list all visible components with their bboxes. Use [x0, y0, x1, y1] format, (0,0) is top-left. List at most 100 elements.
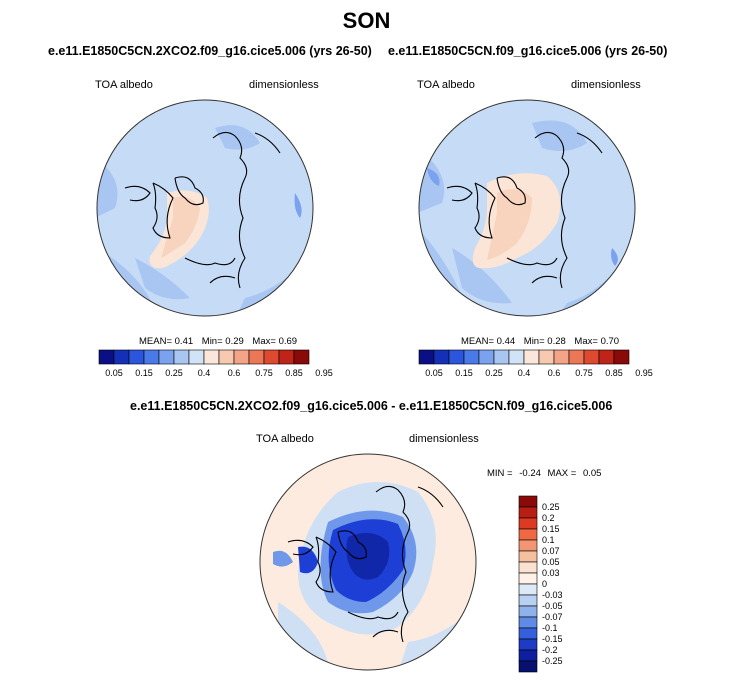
- panel1-title: e.e11.E1850C5CN.2XCO2.f09_g16.cice5.006 …: [48, 44, 372, 58]
- panel2-coastlines: [446, 131, 603, 289]
- diff-colorbar-tick-label: 0.25: [542, 502, 560, 512]
- diff-panel-title: e.e11.E1850C5CN.2XCO2.f09_g16.cice5.006 …: [130, 399, 613, 413]
- diff-dark-blue-patch: [298, 546, 318, 574]
- panel1-mean-value: 0.41: [174, 336, 194, 347]
- diff-min-value: -0.24: [519, 468, 541, 479]
- panel2-colorbar-segment: [508, 349, 525, 365]
- panel1-colorbar-tick-label: 0.85: [285, 368, 303, 378]
- diff-colorbar-tick-label: 0.07: [542, 546, 560, 556]
- diff-colorbar-tick-label: 0.05: [542, 557, 560, 567]
- panel1-map-border: [96, 99, 314, 317]
- panel2-colorbar-segment: [463, 349, 480, 365]
- panel2-sea-ice-core: [487, 189, 532, 260]
- diff-colorbar-tick-label: 0.1: [542, 535, 555, 545]
- panel2-colorbar-segment: [433, 349, 450, 365]
- panel1-colorbar-segment: [263, 349, 280, 365]
- panel1-colorbar-tick-label: 0.15: [135, 368, 153, 378]
- panel2-colorbar: 0.05 0.15 0.25 0.4 0.6 0.75 0.85 0.95: [418, 349, 653, 378]
- panel1-max-label: Max=: [252, 336, 276, 347]
- panel1-variable-label: TOA albedo: [95, 79, 153, 91]
- panel2-colorbar-segment: [583, 349, 600, 365]
- diff-min-label: MIN =: [487, 468, 513, 479]
- diff-colorbar-segment: [518, 506, 538, 519]
- diff-panel-variable-label: TOA albedo: [256, 433, 314, 445]
- diff-colorbar-tick-label: 0.2: [542, 513, 555, 523]
- panel2-polar-map: [418, 99, 636, 317]
- panel1-colorbar-tick-label: 0.75: [255, 368, 273, 378]
- panel1-colorbar-segment: [278, 349, 295, 365]
- diff-colorbar-segment: [518, 583, 538, 596]
- panel2-max-value: 0.70: [600, 336, 620, 347]
- panel2-ocean-patch: [452, 120, 587, 304]
- panel2-colorbar-tick-label: 0.05: [425, 368, 443, 378]
- panel2-units-label: dimensionless: [571, 79, 641, 91]
- season-title: SON: [342, 8, 391, 33]
- diff-polar-map: [259, 453, 477, 671]
- panel1-min-value: 0.29: [225, 336, 244, 347]
- diff-colorbar-tick-label: -0.1: [542, 623, 558, 633]
- panel1-colorbar: 0.05 0.15 0.25 0.4 0.6 0.75 0.85 0.95: [98, 349, 333, 378]
- diff-colorbar-tick-label: 0: [542, 579, 547, 589]
- panel2-colorbar-tick-label: 0.25: [485, 368, 503, 378]
- panel2-colorbar-tick-label: 0.85: [605, 368, 623, 378]
- panel1-colorbar-segment: [233, 349, 250, 365]
- diff-colorbar-segment: [518, 495, 538, 508]
- diff-colorbar-segment: [518, 539, 538, 552]
- panel2-colorbar-segment: [493, 349, 510, 365]
- panel1-colorbar-segment: [113, 349, 130, 365]
- panel1-units-label: dimensionless: [249, 79, 319, 91]
- diff-colorbar-segment: [518, 605, 538, 618]
- diff-max-value: 0.05: [582, 468, 602, 479]
- panel1-colorbar-segment: [218, 349, 235, 365]
- panel2-mean-label: MEAN=: [461, 336, 494, 347]
- panel2-colorbar-segment: [448, 349, 465, 365]
- panel2-variable-label: TOA albedo: [417, 79, 475, 91]
- panel2-colorbar-segment: [418, 349, 435, 365]
- panel1-colorbar-tick-label: 0.05: [105, 368, 123, 378]
- diff-max-label: MAX =: [547, 468, 577, 479]
- panel1-ocean-dark-patch: [294, 193, 302, 218]
- panel1-colorbar-segment: [248, 349, 265, 365]
- diff-panel-units-label: dimensionless: [409, 433, 479, 445]
- diff-colorbar-segment: [518, 528, 538, 541]
- diff-colorbar-segment: [518, 572, 538, 585]
- panel2-colorbar-tick-label: 0.6: [548, 368, 561, 378]
- panel1-polar-map: [96, 99, 314, 317]
- panel2-colorbar-tick-label: 0.4: [518, 368, 531, 378]
- panel2-colorbar-segment: [478, 349, 495, 365]
- diff-colorbar-segment: [518, 649, 538, 662]
- diff-panel-minmax: MIN = -0.24 MAX = 0.05: [487, 468, 601, 479]
- panel2-colorbar-tick-label: 0.75: [575, 368, 593, 378]
- panel2-colorbar-tick-label: 0.95: [635, 368, 653, 378]
- panel1-ocean-patch: [135, 125, 260, 300]
- panel2-colorbar-segment: [553, 349, 570, 365]
- panel2-colorbar-segment: [598, 349, 615, 365]
- panel2-map-border: [418, 99, 636, 317]
- diff-colorbar: 0.250.20.150.10.070.050.030-0.03-0.05-0.…: [518, 495, 563, 673]
- panel1-colorbar-segment: [188, 349, 205, 365]
- diff-colorbar-tick-label: 0.15: [542, 524, 560, 534]
- panel2-min-label: Min=: [523, 336, 545, 347]
- diff-colorbar-segment: [518, 550, 538, 563]
- diff-map-border: [259, 453, 477, 671]
- panel2-colorbar-segment: [538, 349, 555, 365]
- diff-colorbar-segment: [518, 594, 538, 607]
- diff-colorbar-tick-label: -0.05: [542, 601, 563, 611]
- panel1-max-value: 0.69: [278, 336, 298, 347]
- diff-colorbar-segment: [518, 517, 538, 530]
- panel1-colorbar-segment: [203, 349, 220, 365]
- diff-colorbar-segment: [518, 616, 538, 629]
- panel2-colorbar-tick-label: 0.15: [455, 368, 473, 378]
- panel2-colorbar-segment: [523, 349, 540, 365]
- panel1-stats: MEAN= 0.41 Min= 0.29 Max= 0.69: [139, 336, 297, 347]
- panel1-colorbar-tick-label: 0.6: [228, 368, 241, 378]
- diff-colorbar-tick-label: -0.25: [542, 656, 563, 666]
- panel1-colorbar-segment: [158, 349, 175, 365]
- panel2-colorbar-segment: [568, 349, 585, 365]
- panel1-coastlines: [124, 131, 281, 289]
- diff-colorbar-tick-label: 0.03: [542, 568, 560, 578]
- panel1-colorbar-segment: [173, 349, 190, 365]
- panel1-colorbar-tick-label: 0.4: [198, 368, 211, 378]
- panel1-min-label: Min=: [201, 336, 223, 347]
- panel1-colorbar-segment: [293, 349, 310, 365]
